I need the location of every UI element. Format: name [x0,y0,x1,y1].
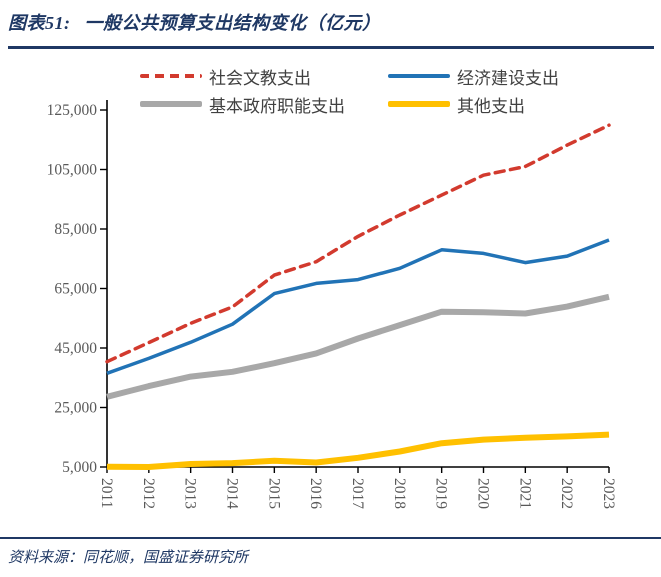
legend-label: 经济建设支出 [457,68,559,88]
figure-label: 图表51: [8,13,71,33]
legend-item-other: 其他支出 [388,92,525,116]
chart-legend: 社会文教支出 经济建设支出 基本政府职能支出 其他支出 [0,0,661,130]
x-tick-label: 2016 [307,478,324,509]
x-tick-label: 2011 [98,478,115,508]
figure-title-text: 一般公共预算支出结构变化（亿元） [84,13,381,33]
title-divider [8,46,654,49]
legend-marker-dashed-red [140,74,202,78]
y-tick-label: 45,000 [54,340,97,357]
footer-divider [0,537,661,539]
legend-marker-blue-line [388,74,450,78]
legend-marker-yellow-line [388,101,450,107]
x-tick-label: 2020 [475,478,492,509]
x-tick-label: 2023 [600,478,617,509]
source-note: 资料来源：同花顺，国盛证券研究所 [8,550,249,566]
legend-label: 基本政府职能支出 [209,96,345,116]
y-tick-label: 125,000 [47,102,98,119]
series-line-3 [106,431,610,470]
x-tick-label: 2017 [349,478,366,509]
series-line-0 [105,123,611,364]
x-tick-label: 2022 [558,478,575,509]
x-tick-label: 2015 [265,478,282,509]
legend-item-economic: 经济建设支出 [388,64,559,88]
legend-label: 其他支出 [457,96,525,116]
legend-item-social-culture: 社会文教支出 [140,64,311,88]
legend-item-government: 基本政府职能支出 [140,92,345,116]
y-tick-label: 25,000 [54,400,97,417]
legend-label: 社会文教支出 [209,68,311,88]
y-tick-label: 65,000 [54,281,97,298]
y-tick-label: 105,000 [47,162,98,179]
x-tick-label: 2019 [433,478,450,509]
x-tick-label: 2021 [516,478,533,509]
y-tick-label: 85,000 [54,221,97,238]
x-tick-label: 2013 [182,478,199,509]
legend-marker-gray-line [140,101,202,107]
x-tick-label: 2018 [391,478,408,509]
series-line-2 [106,293,610,400]
series-line-1 [106,238,610,375]
figure-title: 图表51: 一般公共预算支出结构变化（亿元） [8,9,653,35]
y-tick-label: 5,000 [62,459,97,476]
x-tick-label: 2014 [224,478,241,509]
x-tick-label: 2012 [140,478,157,509]
